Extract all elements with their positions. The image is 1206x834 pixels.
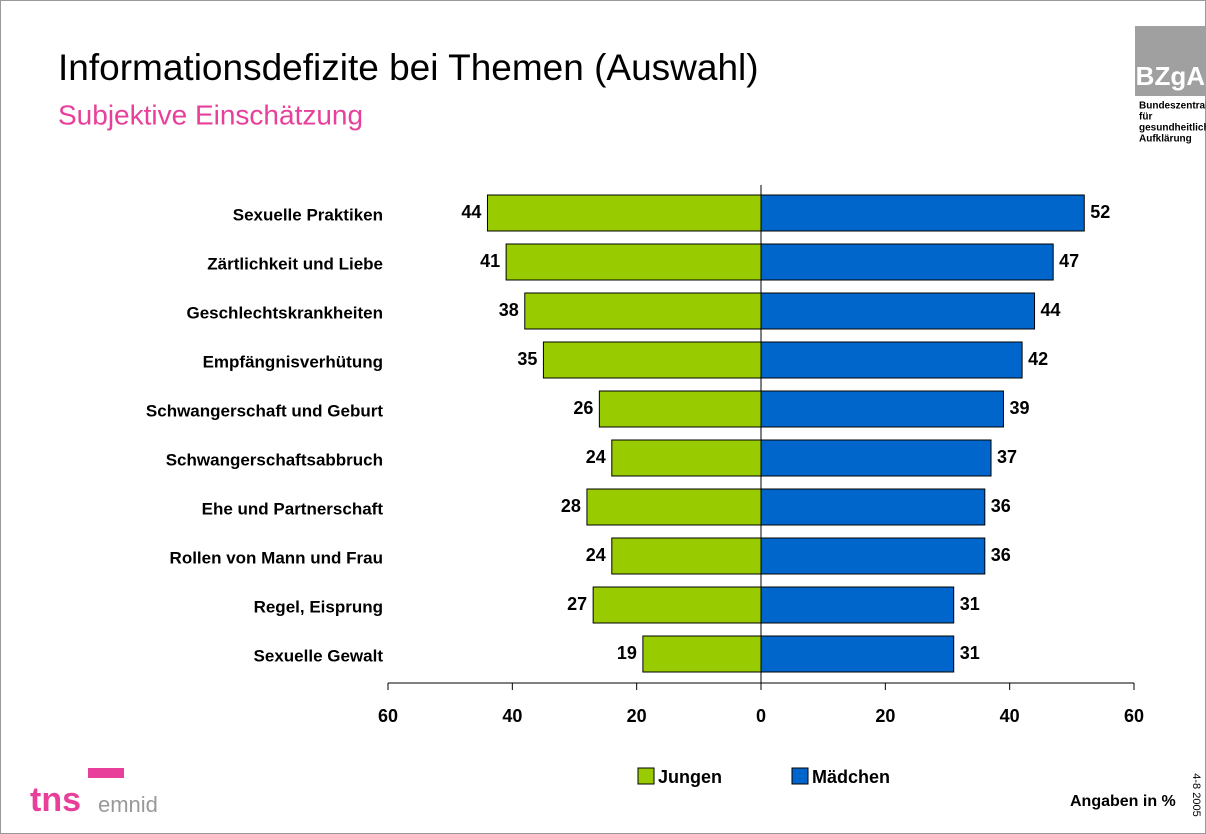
bar — [760, 243, 1054, 281]
value-label: 38 — [499, 300, 519, 320]
footer-logo-bar — [88, 768, 124, 778]
category-label: Geschlechtskrankheiten — [186, 303, 383, 322]
x-tick-label: 20 — [875, 706, 895, 726]
value-label: 36 — [991, 496, 1011, 516]
x-tick-label: 20 — [627, 706, 647, 726]
category-label: Empfängnisverhütung — [203, 352, 383, 371]
bar — [760, 194, 1085, 232]
bar — [760, 635, 955, 673]
footer-logo-main: tns — [30, 781, 81, 819]
value-label: 35 — [517, 349, 537, 369]
category-label: Sexuelle Gewalt — [254, 646, 384, 665]
bar — [592, 586, 762, 624]
value-label: 52 — [1090, 202, 1110, 222]
value-label: 39 — [1009, 398, 1029, 418]
bar — [611, 537, 762, 575]
bar — [760, 586, 955, 624]
chart-subtitle: Subjektive Einschätzung — [58, 99, 363, 130]
category-label: Rollen von Mann und Frau — [170, 548, 383, 567]
category-label: Schwangerschaft und Geburt — [146, 401, 383, 420]
bar — [524, 292, 762, 330]
category-label: Schwangerschaftsabbruch — [166, 450, 383, 469]
x-tick-label: 0 — [756, 706, 766, 726]
chart-title: Informationsdefizite bei Themen (Auswahl… — [58, 47, 759, 88]
date: 4-8 2005 — [1190, 773, 1202, 816]
bar — [760, 292, 1036, 330]
bar — [760, 341, 1023, 379]
logo-line: gesundheitliche — [1139, 123, 1206, 134]
value-label: 47 — [1059, 251, 1079, 271]
value-label: 44 — [461, 202, 481, 222]
bar — [542, 341, 762, 379]
value-label: 26 — [573, 398, 593, 418]
value-label: 19 — [617, 643, 637, 663]
bar — [760, 439, 992, 477]
x-tick-label: 60 — [378, 706, 398, 726]
logo-name: BZgA — [1136, 61, 1206, 91]
value-label: 37 — [997, 447, 1017, 467]
value-label: 31 — [960, 643, 980, 663]
bar — [586, 488, 762, 526]
bar — [611, 439, 762, 477]
category-label: Zärtlichkeit und Liebe — [207, 254, 383, 273]
legend-swatch — [791, 767, 809, 785]
category-label: Sexuelle Praktiken — [233, 205, 383, 224]
value-label: 36 — [991, 545, 1011, 565]
value-label: 31 — [960, 594, 980, 614]
x-tick-label: 40 — [1000, 706, 1020, 726]
value-label: 24 — [586, 447, 606, 467]
footer-logo-sub: emnid — [98, 792, 158, 817]
bar — [598, 390, 762, 428]
bar — [760, 390, 1004, 428]
value-label: 41 — [480, 251, 500, 271]
value-label: 27 — [567, 594, 587, 614]
note: Angaben in % — [1070, 793, 1176, 810]
bar — [642, 635, 762, 673]
legend-label: Mädchen — [812, 767, 890, 787]
category-label: Regel, Eisprung — [254, 597, 383, 616]
legend-label: Jungen — [658, 767, 722, 787]
legend-swatch — [637, 767, 655, 785]
logo-line: Aufklärung — [1139, 134, 1192, 145]
category-label: Ehe und Partnerschaft — [202, 499, 384, 518]
x-tick-label: 40 — [502, 706, 522, 726]
value-label: 24 — [586, 545, 606, 565]
bar — [486, 194, 762, 232]
bar — [760, 488, 986, 526]
value-label: 28 — [561, 496, 581, 516]
logo-box — [1135, 26, 1206, 96]
logo-line: Bundeszentrale — [1139, 101, 1206, 112]
bar — [760, 537, 986, 575]
value-label: 44 — [1041, 300, 1061, 320]
value-label: 42 — [1028, 349, 1048, 369]
x-tick-label: 60 — [1124, 706, 1144, 726]
logo-line: für — [1139, 112, 1152, 123]
bar — [505, 243, 762, 281]
